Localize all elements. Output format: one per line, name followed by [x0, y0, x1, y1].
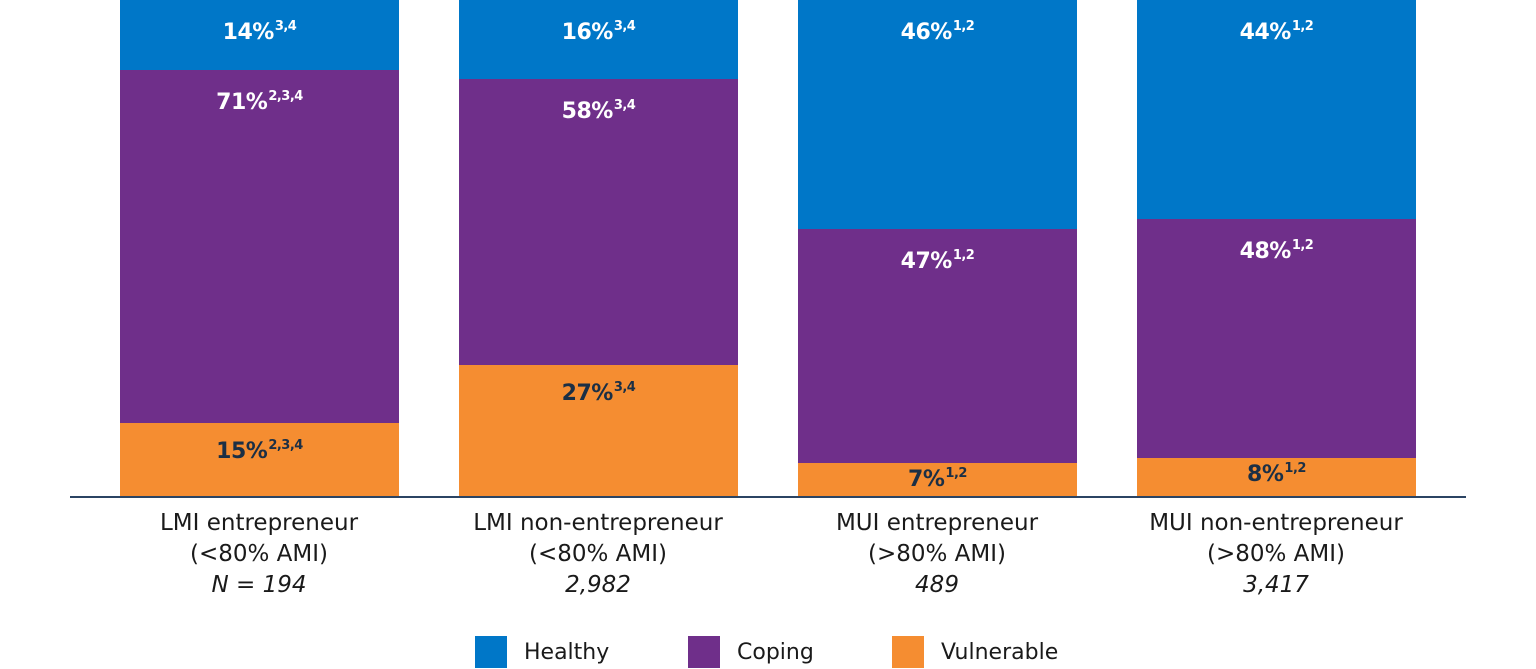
- category-name: MUI non-entrepreneur: [1149, 510, 1403, 536]
- category-name: LMI non-entrepreneur: [473, 510, 723, 536]
- segment-label: 15%2,3,4: [216, 438, 303, 464]
- segment-label: 8%1,2: [1247, 461, 1306, 487]
- segment-label: 27%3,4: [561, 380, 636, 406]
- segment-label: 71%2,3,4: [216, 89, 303, 115]
- segment-healthy: 14%3,4: [120, 0, 399, 70]
- x-axis-line: [70, 496, 1466, 498]
- segment-label: 14%3,4: [222, 19, 297, 45]
- category-ami: (<80% AMI): [189, 541, 328, 567]
- legend-swatch-healthy: [475, 636, 507, 668]
- legend-swatch-coping: [688, 636, 720, 668]
- category-name: MUI entrepreneur: [835, 510, 1039, 536]
- bar-lmi-non-entrepreneur: 16%3,4 58%3,4 27%3,4: [459, 0, 738, 497]
- segment-vulnerable: 8%1,2: [1137, 458, 1416, 497]
- segment-vulnerable: 7%1,2: [798, 463, 1077, 497]
- category-label-mui-entrepreneur: MUI entrepreneur (>80% AMI) 489: [767, 508, 1107, 601]
- sample-size: N = 194: [211, 572, 307, 598]
- legend-item-healthy: Healthy: [475, 636, 609, 668]
- segment-label: 16%3,4: [561, 19, 636, 45]
- sample-size: 2,982: [565, 572, 631, 598]
- segment-label: 47%1,2: [900, 248, 975, 274]
- legend-label: Vulnerable: [941, 639, 1059, 665]
- category-name: LMI entrepreneur: [159, 510, 359, 536]
- category-label-lmi-non-entrepreneur: LMI non-entrepreneur (<80% AMI) 2,982: [428, 508, 768, 601]
- legend-swatch-vulnerable: [892, 636, 924, 668]
- segment-label: 44%1,2: [1239, 19, 1314, 45]
- legend-item-coping: Coping: [688, 636, 814, 668]
- category-label-mui-non-entrepreneur: MUI non-entrepreneur (>80% AMI) 3,417: [1106, 508, 1446, 601]
- sample-size: 3,417: [1243, 572, 1309, 598]
- legend: Healthy Coping Vulnerable: [0, 636, 1536, 668]
- category-label-lmi-entrepreneur: LMI entrepreneur (<80% AMI) N = 194: [89, 508, 429, 601]
- segment-coping: 58%3,4: [459, 79, 738, 365]
- sample-size: 489: [915, 572, 959, 598]
- segment-vulnerable: 27%3,4: [459, 365, 738, 497]
- segment-healthy: 16%3,4: [459, 0, 738, 79]
- category-ami: (>80% AMI): [1206, 541, 1345, 567]
- bar-mui-non-entrepreneur: 44%1,2 48%1,2 8%1,2: [1137, 0, 1416, 497]
- segment-coping: 48%1,2: [1137, 219, 1416, 458]
- segment-label: 7%1,2: [908, 466, 967, 492]
- segment-vulnerable: 15%2,3,4: [120, 423, 399, 497]
- bar-lmi-entrepreneur: 14%3,4 71%2,3,4 15%2,3,4: [120, 0, 399, 497]
- legend-label: Coping: [737, 639, 814, 665]
- legend-label: Healthy: [524, 639, 610, 665]
- segment-healthy: 46%1,2: [798, 0, 1077, 229]
- segment-label: 48%1,2: [1239, 238, 1314, 264]
- category-ami: (<80% AMI): [528, 541, 667, 567]
- segment-healthy: 44%1,2: [1137, 0, 1416, 219]
- segment-label: 46%1,2: [900, 19, 975, 45]
- segment-coping: 47%1,2: [798, 229, 1077, 463]
- legend-item-vulnerable: Vulnerable: [892, 636, 1058, 668]
- segment-label: 58%3,4: [561, 98, 636, 124]
- category-ami: (>80% AMI): [867, 541, 1006, 567]
- segment-coping: 71%2,3,4: [120, 70, 399, 423]
- bar-mui-entrepreneur: 46%1,2 47%1,2 7%1,2: [798, 0, 1077, 497]
